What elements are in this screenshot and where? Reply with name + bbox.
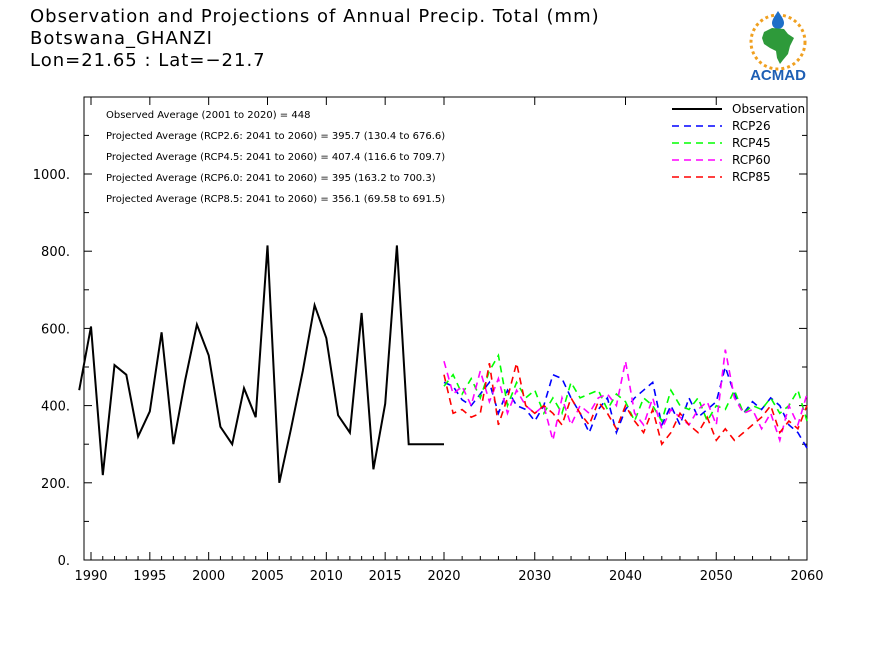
plot-frame xyxy=(83,96,808,561)
y-tick-label: 400. xyxy=(41,400,70,415)
legend-label: RCP85 xyxy=(732,170,771,184)
series-line-rcp60 xyxy=(443,349,808,444)
x-tick-label: 1990 xyxy=(74,569,107,584)
x-tick-label: 2010 xyxy=(310,569,343,584)
chart-title-block: Observation and Projections of Annual Pr… xyxy=(30,6,600,72)
x-tick-label: 2030 xyxy=(518,569,551,584)
x-tick-label: 1995 xyxy=(133,569,166,584)
legend: Observation RCP26 RCP45 RCP60 RCP85 xyxy=(672,102,805,184)
y-tick-label: 1000. xyxy=(33,168,70,183)
annotation-text: Projected Average (RCP8.5: 2041 to 2060)… xyxy=(106,194,445,205)
legend-label: Observation xyxy=(732,102,805,116)
annotation-text: Projected Average (RCP2.6: 2041 to 2060)… xyxy=(106,131,445,142)
axes: 1990 1995 2000 2005 2010 2015 2020 2030 2040 2050… xyxy=(33,97,824,584)
x-tick-label: 2015 xyxy=(369,569,402,584)
africa-shape-icon xyxy=(762,28,794,64)
water-drop-icon xyxy=(772,11,784,29)
series-line-rcp26 xyxy=(443,364,808,449)
y-tick-label: 600. xyxy=(41,322,70,337)
chart-title: Observation and Projections of Annual Pr… xyxy=(30,6,600,27)
legend-label: RCP26 xyxy=(732,119,771,133)
x-tick-label: 2050 xyxy=(700,569,733,584)
annotations: Observed Average (2001 to 2020) = 448 Pro… xyxy=(106,110,445,205)
legend-label: RCP60 xyxy=(732,153,771,167)
x-tick-label: 2040 xyxy=(609,569,642,584)
x-tick-label: 2060 xyxy=(790,569,823,584)
x-tick-label: 2000 xyxy=(192,569,225,584)
legend-label: RCP45 xyxy=(732,136,771,150)
annotation-text: Observed Average (2001 to 2020) = 448 xyxy=(106,110,310,121)
series-line-rcp45 xyxy=(443,353,808,424)
y-tick-label: 0. xyxy=(58,554,70,569)
series-line-observation xyxy=(78,245,444,484)
y-tick-label: 200. xyxy=(41,477,70,492)
africa-map-logo-icon: ACMAD xyxy=(749,11,807,84)
annotation-text: Projected Average (RCP6.0: 2041 to 2060)… xyxy=(106,173,436,184)
series-line-rcp85 xyxy=(443,362,808,446)
x-tick-label: 2005 xyxy=(251,569,284,584)
y-tick-label: 800. xyxy=(41,245,70,260)
chart-subtitle-coordinates: Lon=21.65 : Lat=−21.7 xyxy=(30,50,266,71)
annotation-text: Projected Average (RCP4.5: 2041 to 2060)… xyxy=(106,152,445,163)
chart-subtitle-station: Botswana_GHANZI xyxy=(30,28,213,49)
series-lines xyxy=(78,245,808,484)
x-tick-label: 2020 xyxy=(427,569,460,584)
logo-text: ACMAD xyxy=(750,67,806,84)
